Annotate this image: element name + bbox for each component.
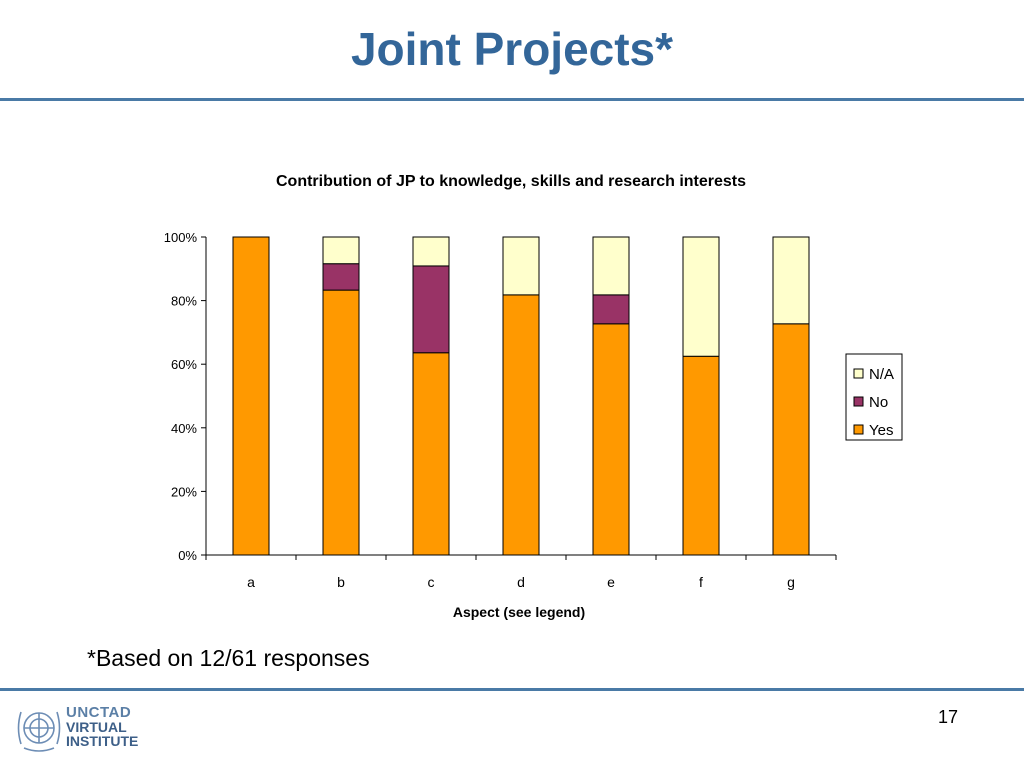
bar-na-e <box>592 236 630 296</box>
logo-line-institute: INSTITUTE <box>66 733 139 749</box>
legend-swatch <box>853 424 864 435</box>
axes: 0% 20% 40% 60% 80% 100% a b c d e f g <box>164 230 837 590</box>
legend-swatch <box>853 368 864 379</box>
bar-yes-e <box>592 323 630 556</box>
x-tick-label: c <box>428 574 435 590</box>
x-tick-label: f <box>699 574 703 590</box>
logo-wordmark: UNCTAD VIRTUAL INSTITUTE <box>66 704 139 749</box>
y-tick-label: 20% <box>171 484 197 499</box>
bar-yes-d <box>502 294 540 556</box>
logo-line-virtual: VIRTUAL <box>66 719 127 735</box>
stacked-bar-chart: Contribution of JP to knowledge, skills … <box>164 173 903 620</box>
bar-yes-c <box>412 352 450 556</box>
x-tick-label: g <box>787 574 795 590</box>
legend: N/A No Yes <box>845 353 903 441</box>
bars <box>232 236 810 556</box>
logo-line-unctad: UNCTAD <box>66 704 132 721</box>
x-tick-label: b <box>337 574 345 590</box>
y-tick-label: 40% <box>171 421 197 436</box>
x-tick-label: e <box>607 574 615 590</box>
bar-yes-g <box>772 323 810 556</box>
page-number: 17 <box>937 707 958 727</box>
bar-no-b <box>322 263 360 291</box>
y-tick-label: 100% <box>164 230 198 245</box>
y-tick-label: 60% <box>171 357 197 372</box>
bar-no-e <box>592 294 630 325</box>
legend-label: Yes <box>869 422 893 439</box>
bar-yes-b <box>322 289 360 556</box>
bar-yes-a <box>232 236 270 556</box>
bar-no-c <box>412 265 450 354</box>
legend-label: N/A <box>869 366 894 383</box>
x-tick-label: d <box>517 574 525 590</box>
slide-title: Joint Projects* <box>350 23 674 75</box>
footnote: *Based on 12/61 responses <box>87 645 370 671</box>
legend-label: No <box>869 394 888 411</box>
y-tick-label: 80% <box>171 294 197 309</box>
un-emblem-icon <box>17 711 61 752</box>
bar-na-c <box>412 236 450 267</box>
bar-yes-f <box>682 355 720 556</box>
legend-swatch <box>853 396 864 407</box>
top-divider <box>0 98 1024 101</box>
bar-na-f <box>682 236 720 357</box>
x-axis-label: Aspect (see legend) <box>453 604 585 620</box>
y-tick-label: 0% <box>178 548 197 563</box>
x-tick-label: a <box>247 574 255 590</box>
bar-na-d <box>502 236 540 296</box>
bar-na-b <box>322 236 360 265</box>
bottom-divider <box>0 688 1024 691</box>
bar-na-g <box>772 236 810 325</box>
chart-title: Contribution of JP to knowledge, skills … <box>276 173 746 190</box>
